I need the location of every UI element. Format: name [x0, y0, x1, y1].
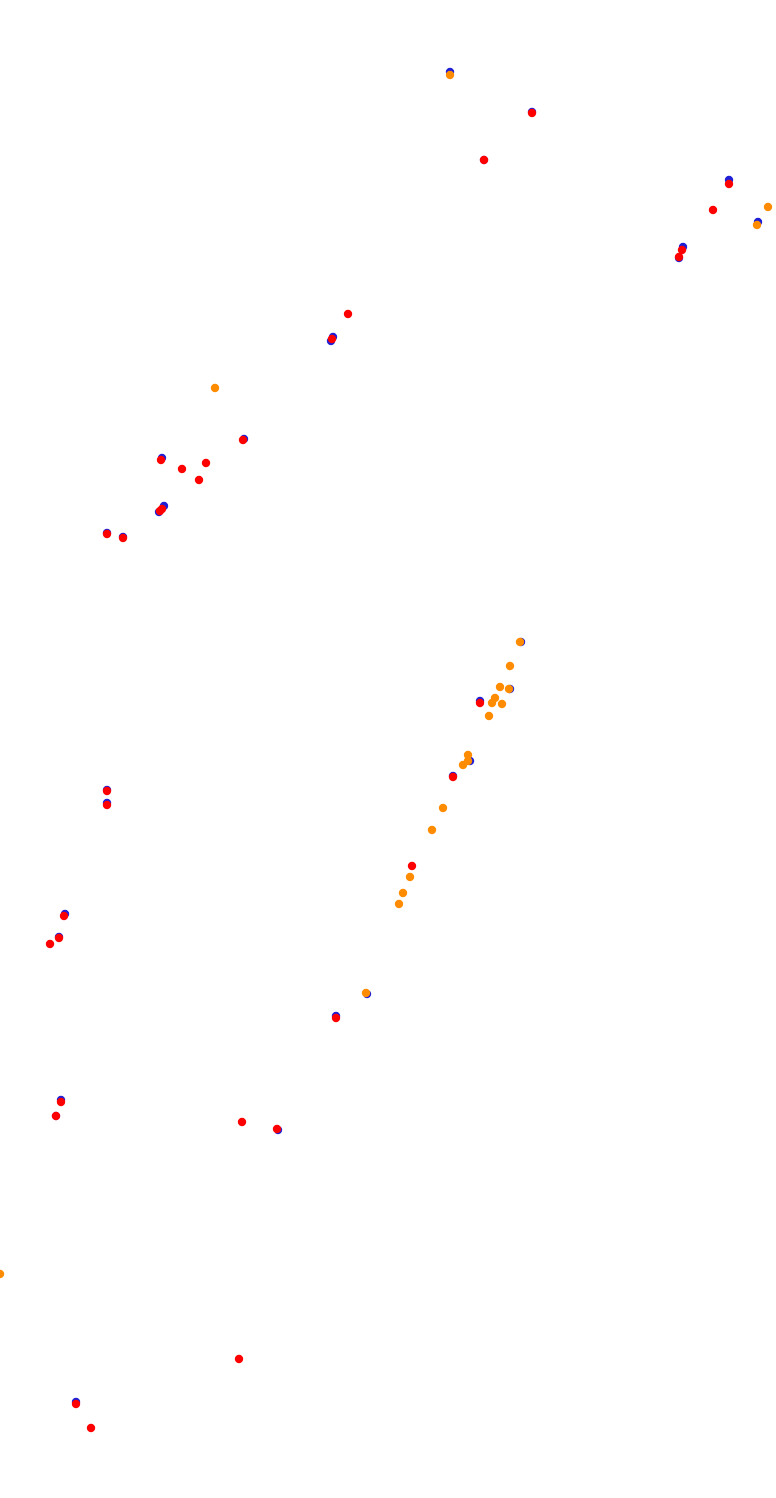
scatter-point-red	[237, 1117, 247, 1127]
scatter-point-red	[155, 506, 165, 516]
scatter-point-red	[708, 205, 718, 215]
scatter-point-red	[343, 309, 353, 319]
scatter-point-red	[677, 245, 687, 255]
scatter-point-red	[102, 800, 112, 810]
scatter-point-orange	[458, 760, 468, 770]
scatter-point-orange	[505, 661, 515, 671]
scatter-point-orange	[394, 899, 404, 909]
scatter-point-red	[177, 464, 187, 474]
scatter-point-red	[327, 334, 337, 344]
scatter-point-red	[51, 1111, 61, 1121]
scatter-point-orange	[361, 988, 371, 998]
scatter-point-red	[234, 1354, 244, 1364]
scatter-point-red	[527, 108, 537, 118]
scatter-point-red	[71, 1399, 81, 1409]
scatter-point-orange	[495, 682, 505, 692]
scatter-point-red	[54, 933, 64, 943]
scatter-point-red	[56, 1097, 66, 1107]
scatter-point-red	[102, 786, 112, 796]
scatter-point-orange	[398, 888, 408, 898]
scatter-point-red	[407, 861, 417, 871]
scatter-point-red	[238, 435, 248, 445]
scatter-point-orange	[445, 70, 455, 80]
scatter-point-orange	[515, 637, 525, 647]
scatter-point-red	[448, 772, 458, 782]
scatter-point-orange	[504, 684, 514, 694]
scatter-point-red	[201, 458, 211, 468]
scatter-point-orange	[0, 1269, 5, 1279]
points-layer	[0, 67, 773, 1433]
scatter-point-red	[102, 529, 112, 539]
scatter-point-orange	[752, 220, 762, 230]
scatter-point-orange	[484, 711, 494, 721]
scatter-point-orange	[405, 872, 415, 882]
scatter-point-red	[475, 698, 485, 708]
scatter-point-red	[479, 155, 489, 165]
scatter-point-orange	[427, 825, 437, 835]
scatter-point-orange	[763, 202, 773, 212]
scatter-point-red	[674, 252, 684, 262]
scatter-point-red	[118, 533, 128, 543]
scatter-point-red	[59, 911, 69, 921]
scatter-point-orange	[463, 750, 473, 760]
scatter-point-orange	[210, 383, 220, 393]
scatter-point-orange	[487, 698, 497, 708]
scatter-point-red	[86, 1423, 96, 1433]
scatter-point-red	[156, 455, 166, 465]
scatter-point-red	[45, 939, 55, 949]
scatter-point-red	[331, 1013, 341, 1023]
scatter-point-red	[724, 179, 734, 189]
scatter-point-orange	[497, 699, 507, 709]
scatter-point-orange	[438, 803, 448, 813]
scatter-point-red	[194, 475, 204, 485]
scatter-point-red	[272, 1124, 282, 1134]
